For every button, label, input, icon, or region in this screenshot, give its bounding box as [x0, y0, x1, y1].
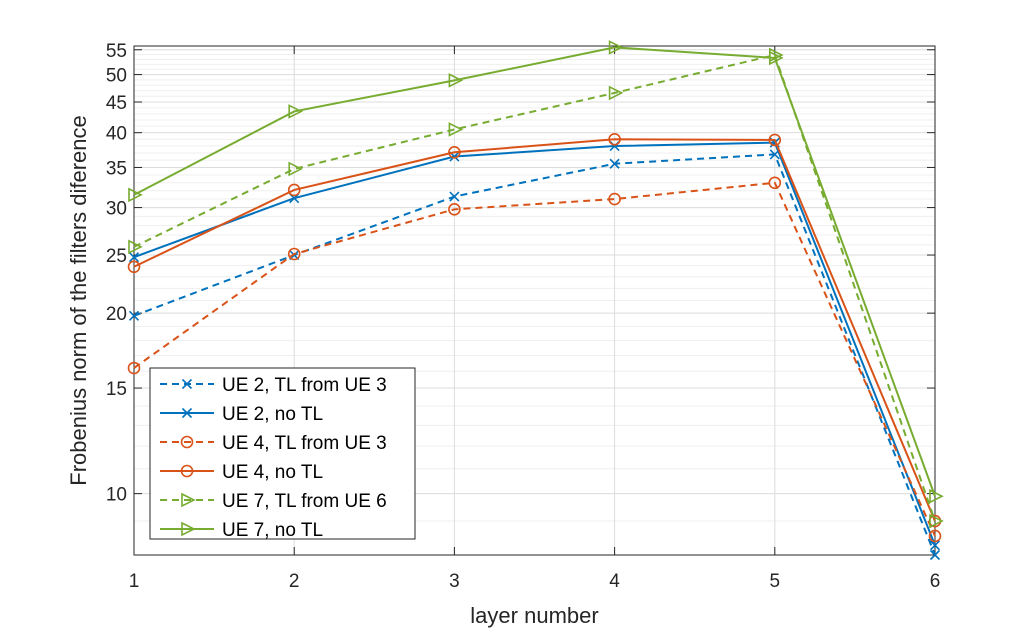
triangle-marker — [288, 161, 303, 177]
circle-marker — [608, 192, 621, 206]
circle-marker — [448, 203, 461, 216]
x-marker — [181, 407, 193, 419]
triangle-marker — [608, 40, 624, 55]
y-tick-label: 25 — [106, 246, 127, 267]
triangle-marker — [128, 187, 143, 203]
legend-box — [149, 367, 416, 540]
x-tick-label: 5 — [770, 571, 781, 592]
series-line — [133, 138, 936, 522]
circle-marker — [127, 260, 141, 274]
triangle-marker — [448, 122, 464, 137]
x-marker — [128, 252, 140, 263]
legend-label: UE 2, no TL — [222, 404, 323, 425]
legend-label: UE 7, no TL — [222, 520, 323, 541]
y-tick-label: 35 — [106, 158, 127, 179]
series-group — [128, 40, 944, 504]
triangle-marker — [769, 50, 784, 66]
circle-marker — [448, 145, 461, 159]
y-axis-label: Frobenius norm of the filters diference — [66, 115, 91, 486]
y-tick-label: 10 — [106, 485, 127, 506]
x-tick-label: 3 — [449, 571, 460, 592]
x-tick-label: 1 — [129, 571, 140, 592]
x-marker — [128, 310, 140, 321]
y-tick-label: 40 — [106, 124, 127, 145]
legend-label: UE 7, TL from UE 6 — [222, 491, 387, 512]
series-group — [127, 132, 942, 528]
circle-marker — [180, 435, 194, 449]
x-tick-label: 2 — [289, 571, 300, 592]
x-marker — [449, 191, 460, 202]
circle-marker — [928, 529, 942, 543]
series-line — [133, 53, 936, 522]
triangle-marker — [181, 492, 196, 508]
y-tick-label: 20 — [106, 304, 127, 325]
series — [127, 40, 944, 561]
y-tick-label: 30 — [106, 199, 127, 220]
x-marker — [929, 549, 941, 561]
triangle-marker — [181, 521, 196, 537]
y-tick-label: 50 — [106, 66, 127, 87]
series-line — [133, 46, 936, 497]
series-line — [133, 153, 936, 556]
series-line — [133, 141, 936, 546]
x-axis-label: layer number — [470, 603, 598, 628]
circle-marker — [127, 361, 141, 375]
x-marker — [181, 378, 193, 390]
legend-label: UE 4, no TL — [222, 462, 323, 483]
series-group — [128, 137, 941, 551]
axes-box — [133, 45, 936, 556]
legend-label: UE 2, TL from UE 3 — [222, 375, 387, 396]
series-group — [127, 176, 942, 543]
legend: UE 2, TL from UE 3 UE 2, no TL UE 4, TL fr… — [149, 367, 416, 541]
y-tick-label: 45 — [106, 93, 127, 114]
series-line — [133, 181, 936, 537]
triangle-marker — [929, 488, 944, 504]
circle-marker — [287, 247, 301, 261]
x-tick-label: 4 — [609, 571, 620, 592]
y-tick-label: 15 — [106, 379, 127, 400]
legend-label: UE 4, TL from UE 3 — [222, 433, 387, 454]
triangle-marker — [929, 513, 944, 529]
triangle-marker — [608, 85, 624, 101]
x-marker — [609, 158, 620, 169]
x-marker — [929, 540, 941, 551]
circle-marker — [180, 464, 194, 478]
x-tick-label: 6 — [930, 571, 941, 592]
triangle-marker — [448, 73, 464, 88]
circle-marker — [768, 133, 782, 147]
triangle-marker — [288, 104, 303, 119]
circle-marker — [287, 183, 301, 197]
circle-marker — [608, 132, 621, 146]
triangle-marker — [128, 239, 143, 255]
y-tick-label: 55 — [106, 41, 127, 62]
circle-marker — [768, 176, 782, 190]
